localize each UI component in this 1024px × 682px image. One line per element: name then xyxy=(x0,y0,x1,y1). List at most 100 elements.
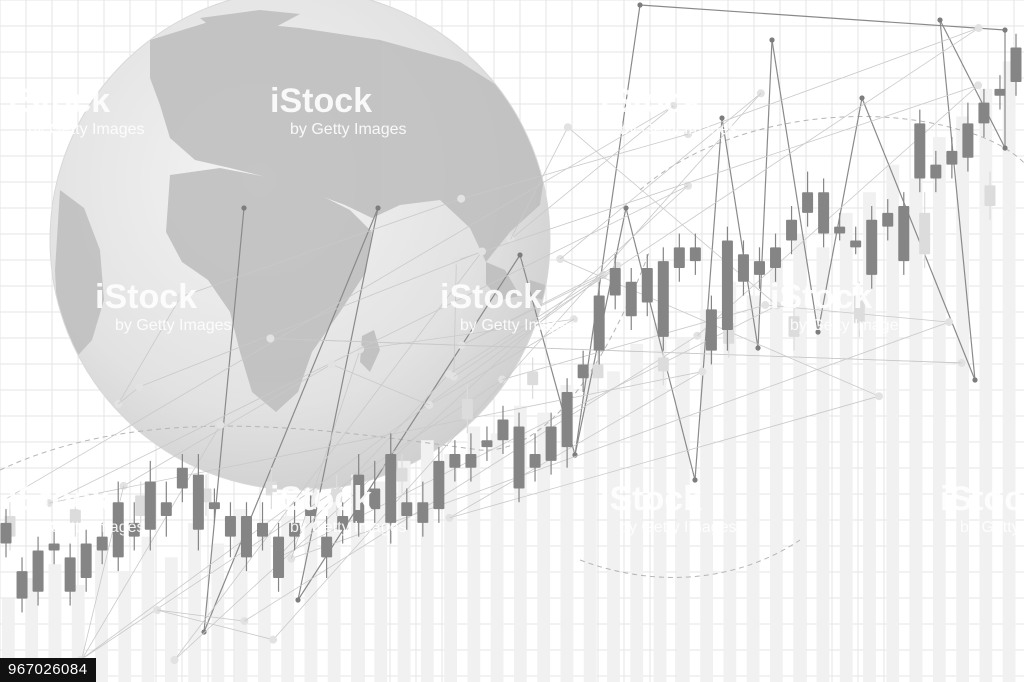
candle xyxy=(818,178,830,248)
network-node-light xyxy=(874,392,883,401)
candle xyxy=(641,254,653,317)
candle xyxy=(657,247,669,351)
background-bar xyxy=(164,557,178,682)
candle-body xyxy=(919,212,931,255)
network-node-light xyxy=(974,81,983,90)
candle xyxy=(866,206,878,289)
background-bar xyxy=(723,281,737,682)
background-bar xyxy=(700,309,713,682)
candle-body xyxy=(64,557,76,592)
network-node-light xyxy=(444,370,453,379)
candle-body xyxy=(321,536,333,558)
candle-body xyxy=(770,247,782,268)
network-node xyxy=(517,252,523,258)
ghost-candles xyxy=(4,171,996,551)
candle xyxy=(0,509,12,558)
candle-body xyxy=(788,316,800,337)
candle xyxy=(593,281,605,365)
network-line-light xyxy=(687,27,979,135)
candle-body xyxy=(1010,47,1022,82)
candle xyxy=(962,102,974,172)
network-node-light xyxy=(974,24,983,33)
candle xyxy=(609,254,621,310)
background-bar xyxy=(25,578,39,682)
candle-body xyxy=(513,426,525,489)
network-line xyxy=(861,97,976,381)
image-id-label: 967026084 xyxy=(0,658,96,682)
network-line-light xyxy=(290,349,361,559)
candle xyxy=(208,488,220,523)
candle xyxy=(465,433,477,482)
candle-body xyxy=(128,522,140,537)
background-bar xyxy=(630,343,644,682)
background-bar xyxy=(258,529,271,682)
candle xyxy=(69,495,81,537)
candle xyxy=(788,302,800,351)
watermark-credit: by Getty Images xyxy=(28,519,145,536)
candle xyxy=(497,405,509,454)
network-node xyxy=(692,477,698,483)
candle-body xyxy=(818,192,830,234)
network-line-light xyxy=(291,321,950,560)
candle xyxy=(529,433,541,482)
network-line-light xyxy=(48,371,703,504)
background-bar xyxy=(653,323,667,682)
candle xyxy=(930,150,942,193)
network-line xyxy=(297,207,379,601)
background-bar xyxy=(374,481,388,682)
candle xyxy=(914,109,926,193)
candle xyxy=(577,350,589,392)
candle-body xyxy=(48,543,60,551)
network-node xyxy=(1002,27,1008,33)
candle xyxy=(96,522,108,565)
candle-body xyxy=(176,467,188,489)
candle-body xyxy=(545,426,557,461)
candle-body xyxy=(69,509,81,523)
candle xyxy=(978,88,990,138)
network-line xyxy=(939,19,976,381)
background-bar xyxy=(956,116,969,682)
network-line xyxy=(203,207,379,633)
candle xyxy=(401,488,413,530)
candle-body xyxy=(898,206,910,262)
candle xyxy=(753,247,765,289)
network-line-light xyxy=(559,92,762,260)
network-node xyxy=(859,95,865,101)
network-line-light xyxy=(139,251,483,388)
background-bars xyxy=(2,61,1016,682)
candle xyxy=(802,171,814,227)
network-line-light xyxy=(461,274,604,346)
candle-body xyxy=(641,268,653,303)
candle-body xyxy=(529,454,541,468)
candle-body xyxy=(786,219,798,241)
watermark-brand: iStock xyxy=(95,278,197,316)
candle xyxy=(289,502,301,551)
network-node-light xyxy=(135,382,144,391)
candle xyxy=(561,378,573,468)
network-line-light xyxy=(272,93,762,640)
candle-body xyxy=(657,357,669,372)
candle-body xyxy=(305,509,317,516)
candle xyxy=(353,454,365,537)
candle-body xyxy=(561,392,573,448)
candle xyxy=(265,467,277,510)
candle xyxy=(385,433,397,544)
candle-body xyxy=(80,543,92,578)
candle xyxy=(305,495,317,523)
network-line-light xyxy=(453,260,457,377)
candle-body xyxy=(705,309,717,351)
network-line-light xyxy=(180,198,462,298)
candle-body xyxy=(461,398,473,420)
candle xyxy=(176,454,188,503)
background-bar xyxy=(118,571,132,682)
watermark-credit: by Getty Images xyxy=(460,317,577,334)
candle-body xyxy=(673,247,685,268)
candle xyxy=(946,137,958,179)
watermark-credit: by Getty Images xyxy=(790,317,907,334)
